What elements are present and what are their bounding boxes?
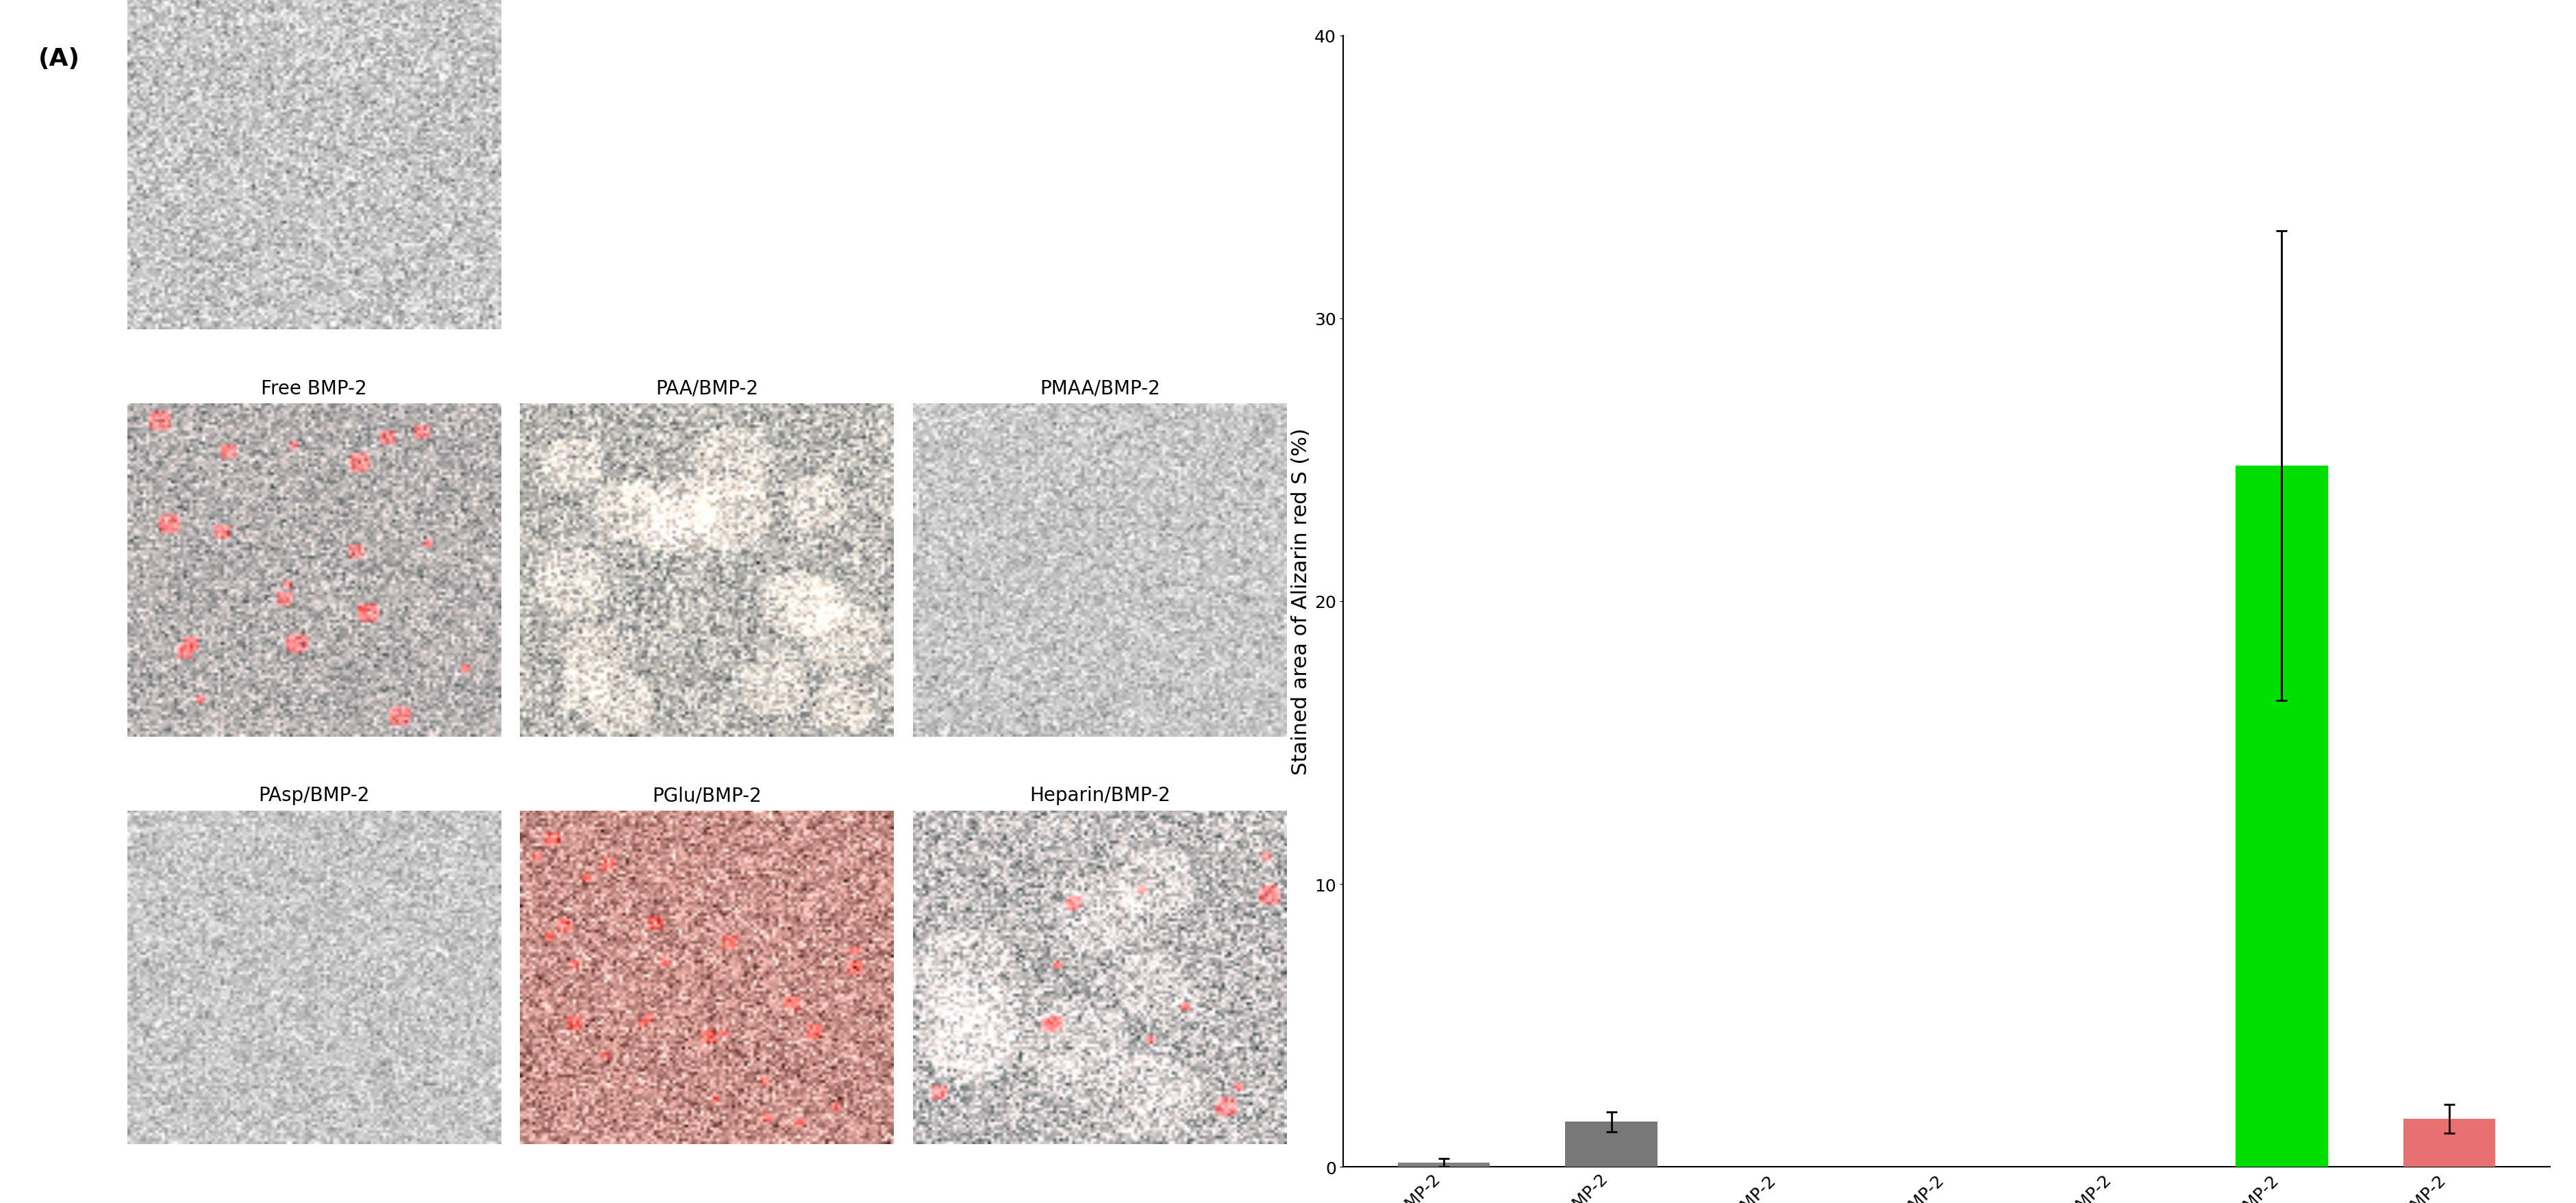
Text: Free BMP-2: Free BMP-2 — [260, 379, 368, 398]
Bar — [824, 715, 878, 724]
Text: PGlu/BMP-2: PGlu/BMP-2 — [652, 786, 762, 805]
Y-axis label: Stained area of Alizarin red S (%): Stained area of Alizarin red S (%) — [1291, 428, 1311, 775]
Bar — [430, 1122, 487, 1131]
Bar — [430, 308, 487, 316]
Text: Heparin/BMP-2: Heparin/BMP-2 — [1030, 786, 1170, 805]
Text: PAsp/BMP-2: PAsp/BMP-2 — [258, 786, 371, 805]
Bar — [824, 1122, 878, 1131]
Text: (A): (A) — [39, 47, 80, 71]
Bar — [2236, 466, 2329, 1167]
Bar — [1399, 1162, 1489, 1167]
Bar — [1566, 1121, 1656, 1167]
Bar — [1216, 715, 1273, 724]
Bar — [1216, 1122, 1273, 1131]
Bar — [430, 715, 487, 724]
Text: PAA/BMP-2: PAA/BMP-2 — [657, 379, 757, 398]
Text: PMAA/BMP-2: PMAA/BMP-2 — [1041, 379, 1159, 398]
Bar — [2403, 1119, 2496, 1167]
